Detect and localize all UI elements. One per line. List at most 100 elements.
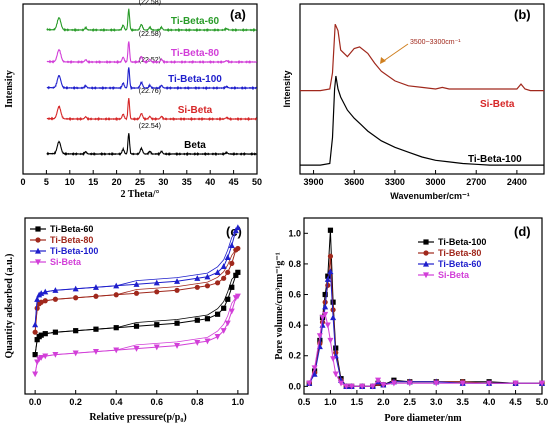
data-point bbox=[174, 278, 181, 284]
data-point bbox=[42, 298, 48, 304]
data-point bbox=[92, 284, 99, 290]
x-tick-label: 0.6 bbox=[151, 397, 164, 407]
x-tick-label: 50 bbox=[252, 177, 262, 187]
series-label: Ti-Beta-100 bbox=[168, 74, 222, 85]
x-tick-label: 1.0 bbox=[324, 397, 337, 407]
legend-label: Ti-Beta-60 bbox=[50, 224, 93, 234]
x-tick-label: 0.0 bbox=[29, 397, 42, 407]
isotherm-adsorption bbox=[34, 295, 239, 375]
legend-marker bbox=[423, 260, 429, 267]
legend-marker bbox=[423, 250, 429, 256]
data-point bbox=[220, 263, 227, 269]
data-point bbox=[32, 352, 38, 358]
y-tick-label: 1.0 bbox=[288, 228, 301, 238]
data-point bbox=[133, 323, 140, 329]
panel-b-annotation-arrowhead bbox=[380, 57, 386, 64]
x-tick-label: 0 bbox=[20, 177, 25, 187]
data-point bbox=[73, 328, 79, 334]
legend-marker bbox=[35, 247, 41, 254]
data-point bbox=[194, 340, 201, 346]
data-point bbox=[228, 242, 235, 249]
data-point bbox=[228, 308, 235, 315]
data-point bbox=[34, 337, 40, 343]
data-point bbox=[38, 332, 44, 338]
panel-d-curves bbox=[306, 227, 545, 390]
xrd-curve bbox=[46, 67, 257, 91]
xrd-curve bbox=[46, 41, 257, 65]
x-tick-label: 2.0 bbox=[377, 397, 390, 407]
data-point bbox=[113, 292, 119, 298]
data-point bbox=[133, 290, 140, 296]
data-point bbox=[73, 295, 79, 301]
legend-label: Ti-Beta-100 bbox=[438, 237, 486, 247]
panel-d-ylabel: Pore volume/cm³nm⁻¹g⁻¹ bbox=[274, 252, 285, 359]
x-tick-label: 3900 bbox=[304, 177, 324, 187]
data-point bbox=[214, 334, 221, 340]
x-tick-label: 45 bbox=[229, 177, 239, 187]
data-point bbox=[92, 349, 99, 355]
data-point bbox=[234, 224, 241, 231]
data-point bbox=[113, 325, 119, 331]
x-tick-label: 10 bbox=[65, 177, 75, 187]
data-point bbox=[327, 253, 334, 259]
x-tick-label: 3600 bbox=[344, 177, 364, 187]
x-tick-label: 3.5 bbox=[456, 397, 469, 407]
data-point bbox=[154, 289, 160, 295]
data-point bbox=[319, 314, 326, 321]
series-label: Si-Beta bbox=[178, 105, 213, 116]
data-point bbox=[42, 288, 49, 295]
data-point bbox=[32, 321, 39, 328]
x-tick-label: 5 bbox=[44, 177, 49, 187]
x-tick-label: 3000 bbox=[426, 177, 446, 187]
panel-d-pore: (d) Pore volume/cm³nm⁻¹g⁻¹ Pore diameter… bbox=[274, 217, 548, 424]
ir-curve bbox=[300, 75, 544, 166]
xrd-curve bbox=[46, 133, 257, 157]
data-point bbox=[32, 329, 38, 335]
data-point bbox=[204, 338, 211, 345]
xrd-curve bbox=[46, 8, 257, 33]
x-tick-label: 15 bbox=[88, 177, 98, 187]
panel-b-annotation-arrow bbox=[381, 43, 409, 63]
x-tick-label: 0.2 bbox=[69, 397, 82, 407]
y-tick-label: 0.2 bbox=[288, 351, 301, 361]
data-point bbox=[224, 320, 231, 327]
x-tick-label: 40 bbox=[205, 177, 215, 187]
data-point bbox=[306, 380, 313, 387]
data-point bbox=[194, 284, 200, 290]
data-point bbox=[72, 285, 79, 292]
data-point bbox=[154, 322, 160, 328]
y-tick-label: 0.0 bbox=[288, 381, 301, 391]
panel-a-curves: Beta (22.54) Si-Beta (22.76) Ti-Beta-100 (22.… bbox=[46, 0, 258, 157]
data-point bbox=[330, 356, 337, 362]
data-point bbox=[316, 333, 323, 340]
x-tick-label: 2400 bbox=[507, 177, 527, 187]
data-point bbox=[390, 380, 397, 387]
data-point bbox=[220, 328, 227, 334]
x-tick-label: 0.4 bbox=[110, 397, 123, 407]
data-point bbox=[327, 268, 334, 275]
data-point bbox=[459, 380, 466, 387]
data-point bbox=[369, 383, 376, 390]
data-point bbox=[194, 317, 200, 323]
legend-label: Si-Beta bbox=[438, 270, 470, 280]
x-tick-label: 20 bbox=[112, 177, 122, 187]
data-point bbox=[375, 377, 382, 384]
data-point bbox=[233, 272, 239, 278]
legend-marker bbox=[35, 259, 41, 266]
x-tick-label: 2700 bbox=[466, 177, 486, 187]
panel-a-label: (a) bbox=[230, 7, 246, 22]
data-point bbox=[34, 296, 41, 302]
data-point bbox=[232, 227, 239, 234]
data-point bbox=[214, 280, 221, 286]
data-point bbox=[32, 371, 39, 378]
data-point bbox=[204, 283, 211, 289]
legend-label: Ti-Beta-100 bbox=[50, 246, 98, 256]
data-point bbox=[327, 337, 334, 344]
data-point bbox=[322, 311, 329, 318]
data-point bbox=[42, 353, 49, 360]
series-label: Ti-Beta-80 bbox=[171, 48, 220, 59]
data-point bbox=[311, 365, 318, 372]
panel-b-ticks: 3900 3600 3300 3000 2700 2400 bbox=[304, 170, 527, 187]
data-point bbox=[539, 380, 545, 387]
